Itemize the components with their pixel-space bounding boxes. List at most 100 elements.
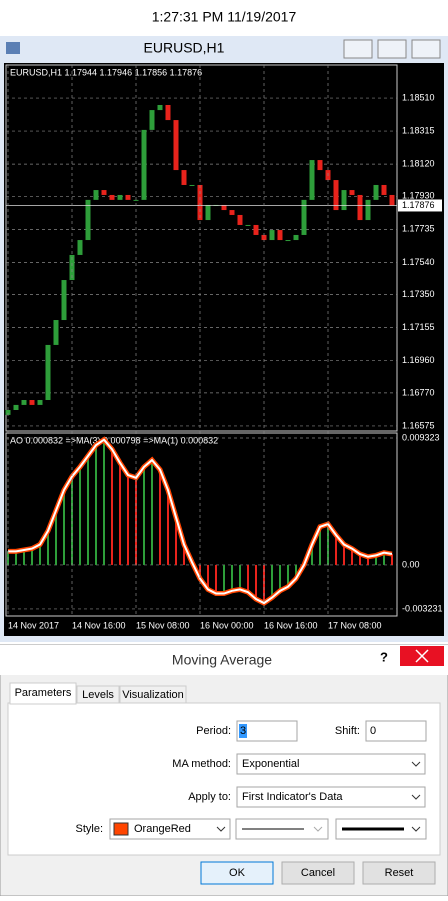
period-input[interactable] [236,720,298,742]
y-tick-label: 1.18510 [402,92,435,102]
candle [125,194,131,200]
y-tick-label: 1.16770 [402,387,435,397]
dropdown-arrow [411,794,421,800]
color-value: OrangeRed [134,823,191,835]
y-tick-label: -0.003231 [402,603,443,613]
chart-area [4,63,444,636]
window-icon [6,42,20,54]
ao-panel [5,432,398,617]
current-price-box [398,199,442,212]
selection [239,724,247,738]
reset-button[interactable] [362,861,436,885]
candle [29,400,35,405]
candle [149,110,155,130]
candle [45,344,51,401]
cancel-button[interactable] [281,861,355,885]
color-swatch [113,822,129,836]
style-label: Style: [75,823,103,835]
candle [37,400,43,405]
tab-levels[interactable] [76,685,120,704]
candle [133,199,139,201]
shift-input[interactable] [365,720,427,742]
dropdown-arrow [411,761,421,767]
candle [229,210,235,215]
candle [165,104,171,121]
candle [285,240,291,242]
button-label: Reset [385,867,414,879]
tab-label: Levels [82,689,114,701]
method-value: Exponential [242,758,300,770]
current-price-label: 1.17876 [402,200,435,210]
candle [141,129,147,200]
apply-select[interactable] [236,786,426,808]
color-select[interactable] [109,818,231,840]
candle [253,224,259,235]
button-label: Cancel [301,867,335,879]
x-tick-label: 14 Nov 2017 [8,620,59,630]
tab-parameters[interactable] [9,682,77,705]
ok-button[interactable] [200,861,274,885]
candle [85,199,91,241]
candle [237,214,243,225]
window-title: EURUSD,H1 [144,40,225,56]
tab-visualization[interactable] [119,685,187,704]
dropdown-arrow [216,826,226,832]
y-tick-label: 0.00 [402,559,420,569]
candle [197,184,203,221]
price-info: EURUSD,H1 1.17944 1.17946 1.17856 1.1787… [10,67,202,77]
ao-info: AO 0.000832 =>MA(3) 0.000798 =>MA(1) 0.0… [10,435,218,445]
status-time: 1:27:31 PM 11/19/2017 [152,9,297,25]
x-tick-label: 16 Nov 00:00 [200,620,254,630]
x-tick-label: 14 Nov 16:00 [72,620,126,630]
candle [349,190,355,195]
x-tick-label: 16 Nov 16:00 [264,620,318,630]
dropdown-arrow [411,826,421,832]
candle [173,120,179,171]
candle [301,199,307,235]
x-tick-label: 17 Nov 08:00 [328,620,382,630]
candle [109,194,115,200]
candle [317,160,323,171]
help-button[interactable]: ? [380,649,388,664]
candle [309,160,315,200]
dialog-titlebar [0,645,448,675]
y-tick-label: 1.16960 [402,355,435,365]
y-tick-label: 1.17930 [402,191,435,201]
candle [93,190,99,200]
method-select[interactable] [236,753,426,775]
y-tick-label: 1.17350 [402,289,435,299]
close-window-button[interactable] [411,39,441,59]
candle [381,184,387,195]
shift-value: 0 [370,725,376,737]
close-icon [415,649,429,663]
candle [21,400,27,405]
minimize-button[interactable] [343,39,373,59]
candle [189,184,195,186]
candle [269,230,275,241]
candle [101,190,107,195]
candle [221,204,227,211]
shift-label: Shift: [335,725,360,737]
tab-label: Parameters [15,687,72,699]
y-tick-label: 1.18315 [402,125,435,135]
candle [261,234,267,241]
ao-line [8,438,393,605]
candle [277,230,283,241]
candle [77,240,83,255]
candle [157,104,163,111]
dialog-title: Moving Average [172,652,272,668]
candle [389,194,395,206]
candle [5,410,11,415]
maximize-button[interactable] [377,39,407,59]
y-tick-label: 1.17155 [402,322,435,332]
y-tick-label: 1.18120 [402,159,435,169]
y-tick-label: 1.17735 [402,224,435,234]
candle [245,224,251,226]
x-tick-label: 15 Nov 08:00 [136,620,190,630]
candle [117,194,123,200]
price-panel [5,64,398,432]
candle [333,180,339,211]
candle [181,170,187,185]
candle [61,280,67,321]
